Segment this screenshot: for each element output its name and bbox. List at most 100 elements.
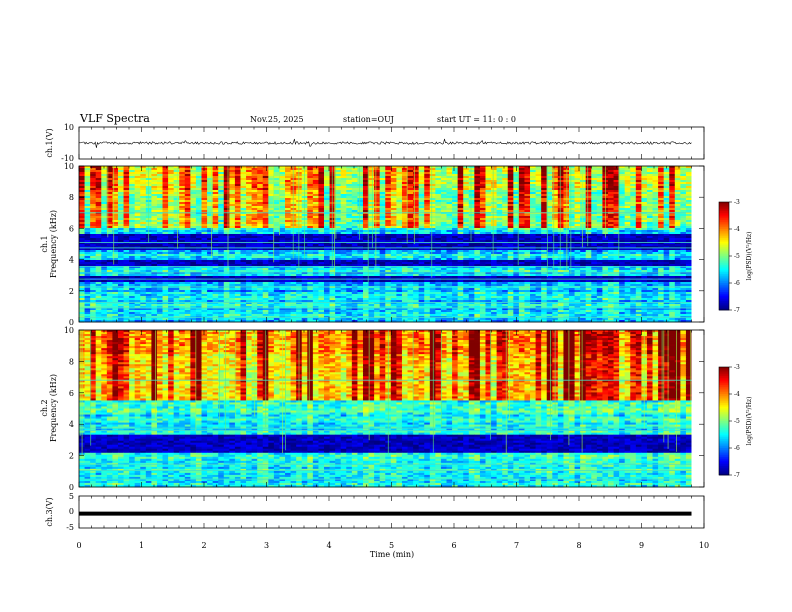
heatmap-cell <box>613 204 620 207</box>
heatmap-cell <box>502 166 509 169</box>
heatmap-cell <box>117 236 124 239</box>
heatmap-cell <box>546 180 553 183</box>
heatmap-cell <box>340 216 347 219</box>
heatmap-cell <box>285 230 291 233</box>
heatmap-cell <box>463 182 470 185</box>
heatmap-cell <box>335 252 342 255</box>
heatmap-cell <box>457 174 464 177</box>
heatmap-cell <box>140 244 147 247</box>
heatmap-cell <box>95 190 102 193</box>
heatmap-cell <box>530 188 536 191</box>
heatmap-cell <box>658 202 665 205</box>
heatmap-cell <box>129 196 136 199</box>
heatmap-cell <box>658 224 665 227</box>
heatmap-cell <box>635 208 642 211</box>
heatmap-cell <box>468 202 475 205</box>
heatmap-cell <box>229 206 236 209</box>
heatmap-cell <box>145 248 152 251</box>
heatmap-cell <box>273 204 280 207</box>
heatmap-cell <box>379 206 386 209</box>
heatmap-cell <box>307 174 314 177</box>
heatmap-cell <box>156 216 163 219</box>
heatmap-cell <box>613 200 620 203</box>
heatmap-cell <box>106 186 113 189</box>
heatmap-cell <box>580 200 587 203</box>
heatmap-cell <box>674 242 681 245</box>
heatmap-cell <box>156 204 163 207</box>
heatmap-cell <box>207 256 214 259</box>
heatmap-cell <box>179 224 186 227</box>
heatmap-cell <box>312 200 319 203</box>
heatmap-cell <box>424 188 431 191</box>
heatmap-cell <box>201 244 208 247</box>
heatmap-cell <box>413 236 420 239</box>
heatmap-cell <box>524 182 531 185</box>
heatmap-cell <box>524 250 531 253</box>
heatmap-cell <box>446 178 453 181</box>
heatmap-cell <box>507 252 514 255</box>
heatmap-cell <box>307 246 314 249</box>
heatmap-cell <box>324 220 330 223</box>
heatmap-cell <box>379 192 386 195</box>
heatmap-cell <box>563 176 570 179</box>
heatmap-cell <box>285 226 291 229</box>
heatmap-cell <box>502 176 509 179</box>
heatmap-cell <box>324 174 330 177</box>
heatmap-cell <box>156 222 163 225</box>
heatmap-cell <box>563 252 570 255</box>
heatmap-cell <box>184 166 191 169</box>
heatmap-cell <box>379 196 386 199</box>
heatmap-cell <box>641 248 648 251</box>
heatmap-cell <box>446 250 453 253</box>
heatmap-cell <box>524 238 531 241</box>
heatmap-cell <box>234 198 241 201</box>
heatmap-cell <box>652 226 659 229</box>
heatmap-cell <box>79 188 85 191</box>
heatmap-cell <box>646 204 653 207</box>
heatmap-cell <box>502 200 509 203</box>
heatmap-cell <box>368 218 375 221</box>
heatmap-cell <box>229 176 236 179</box>
heatmap-cell <box>524 206 531 209</box>
heatmap-cell <box>407 224 414 227</box>
heatmap-cell <box>190 200 197 203</box>
heatmap-cell <box>535 220 542 223</box>
heatmap-cell <box>680 208 687 211</box>
heatmap-cell <box>312 172 319 175</box>
heatmap-cell <box>440 254 447 257</box>
heatmap-cell <box>613 210 620 213</box>
heatmap-cell <box>312 220 319 223</box>
heatmap-cell <box>513 220 520 223</box>
heatmap-cell <box>212 204 219 207</box>
heatmap-cell <box>452 226 459 229</box>
heatmap-cell <box>262 254 269 257</box>
heatmap-cell <box>246 174 253 177</box>
heatmap-cell <box>530 244 536 247</box>
heatmap-cell <box>485 234 492 237</box>
heatmap-cell <box>223 226 230 229</box>
heatmap-cell <box>112 256 119 259</box>
heatmap-cell <box>491 206 498 209</box>
heatmap-cell <box>179 222 186 225</box>
heatmap-cell <box>619 204 626 207</box>
heatmap-cell <box>652 202 659 205</box>
heatmap-cell <box>129 210 136 213</box>
heatmap-cell <box>507 176 514 179</box>
heatmap-cell <box>390 184 397 187</box>
heatmap-cell <box>362 232 369 235</box>
heatmap-cell <box>268 210 275 213</box>
heatmap-cell <box>552 224 559 227</box>
heatmap-cell <box>491 200 498 203</box>
heatmap-cell <box>552 196 559 199</box>
heatmap-cell <box>351 254 358 257</box>
heatmap-cell <box>401 182 408 185</box>
heatmap-cell <box>658 220 665 223</box>
heatmap-cell <box>596 240 603 243</box>
heatmap-cell <box>479 198 486 201</box>
heatmap-cell <box>563 184 570 187</box>
heatmap-cell <box>574 166 581 169</box>
heatmap-cell <box>374 244 381 247</box>
heatmap-cell <box>346 248 353 251</box>
heatmap-cell <box>401 166 408 169</box>
heatmap-cell <box>596 210 603 213</box>
